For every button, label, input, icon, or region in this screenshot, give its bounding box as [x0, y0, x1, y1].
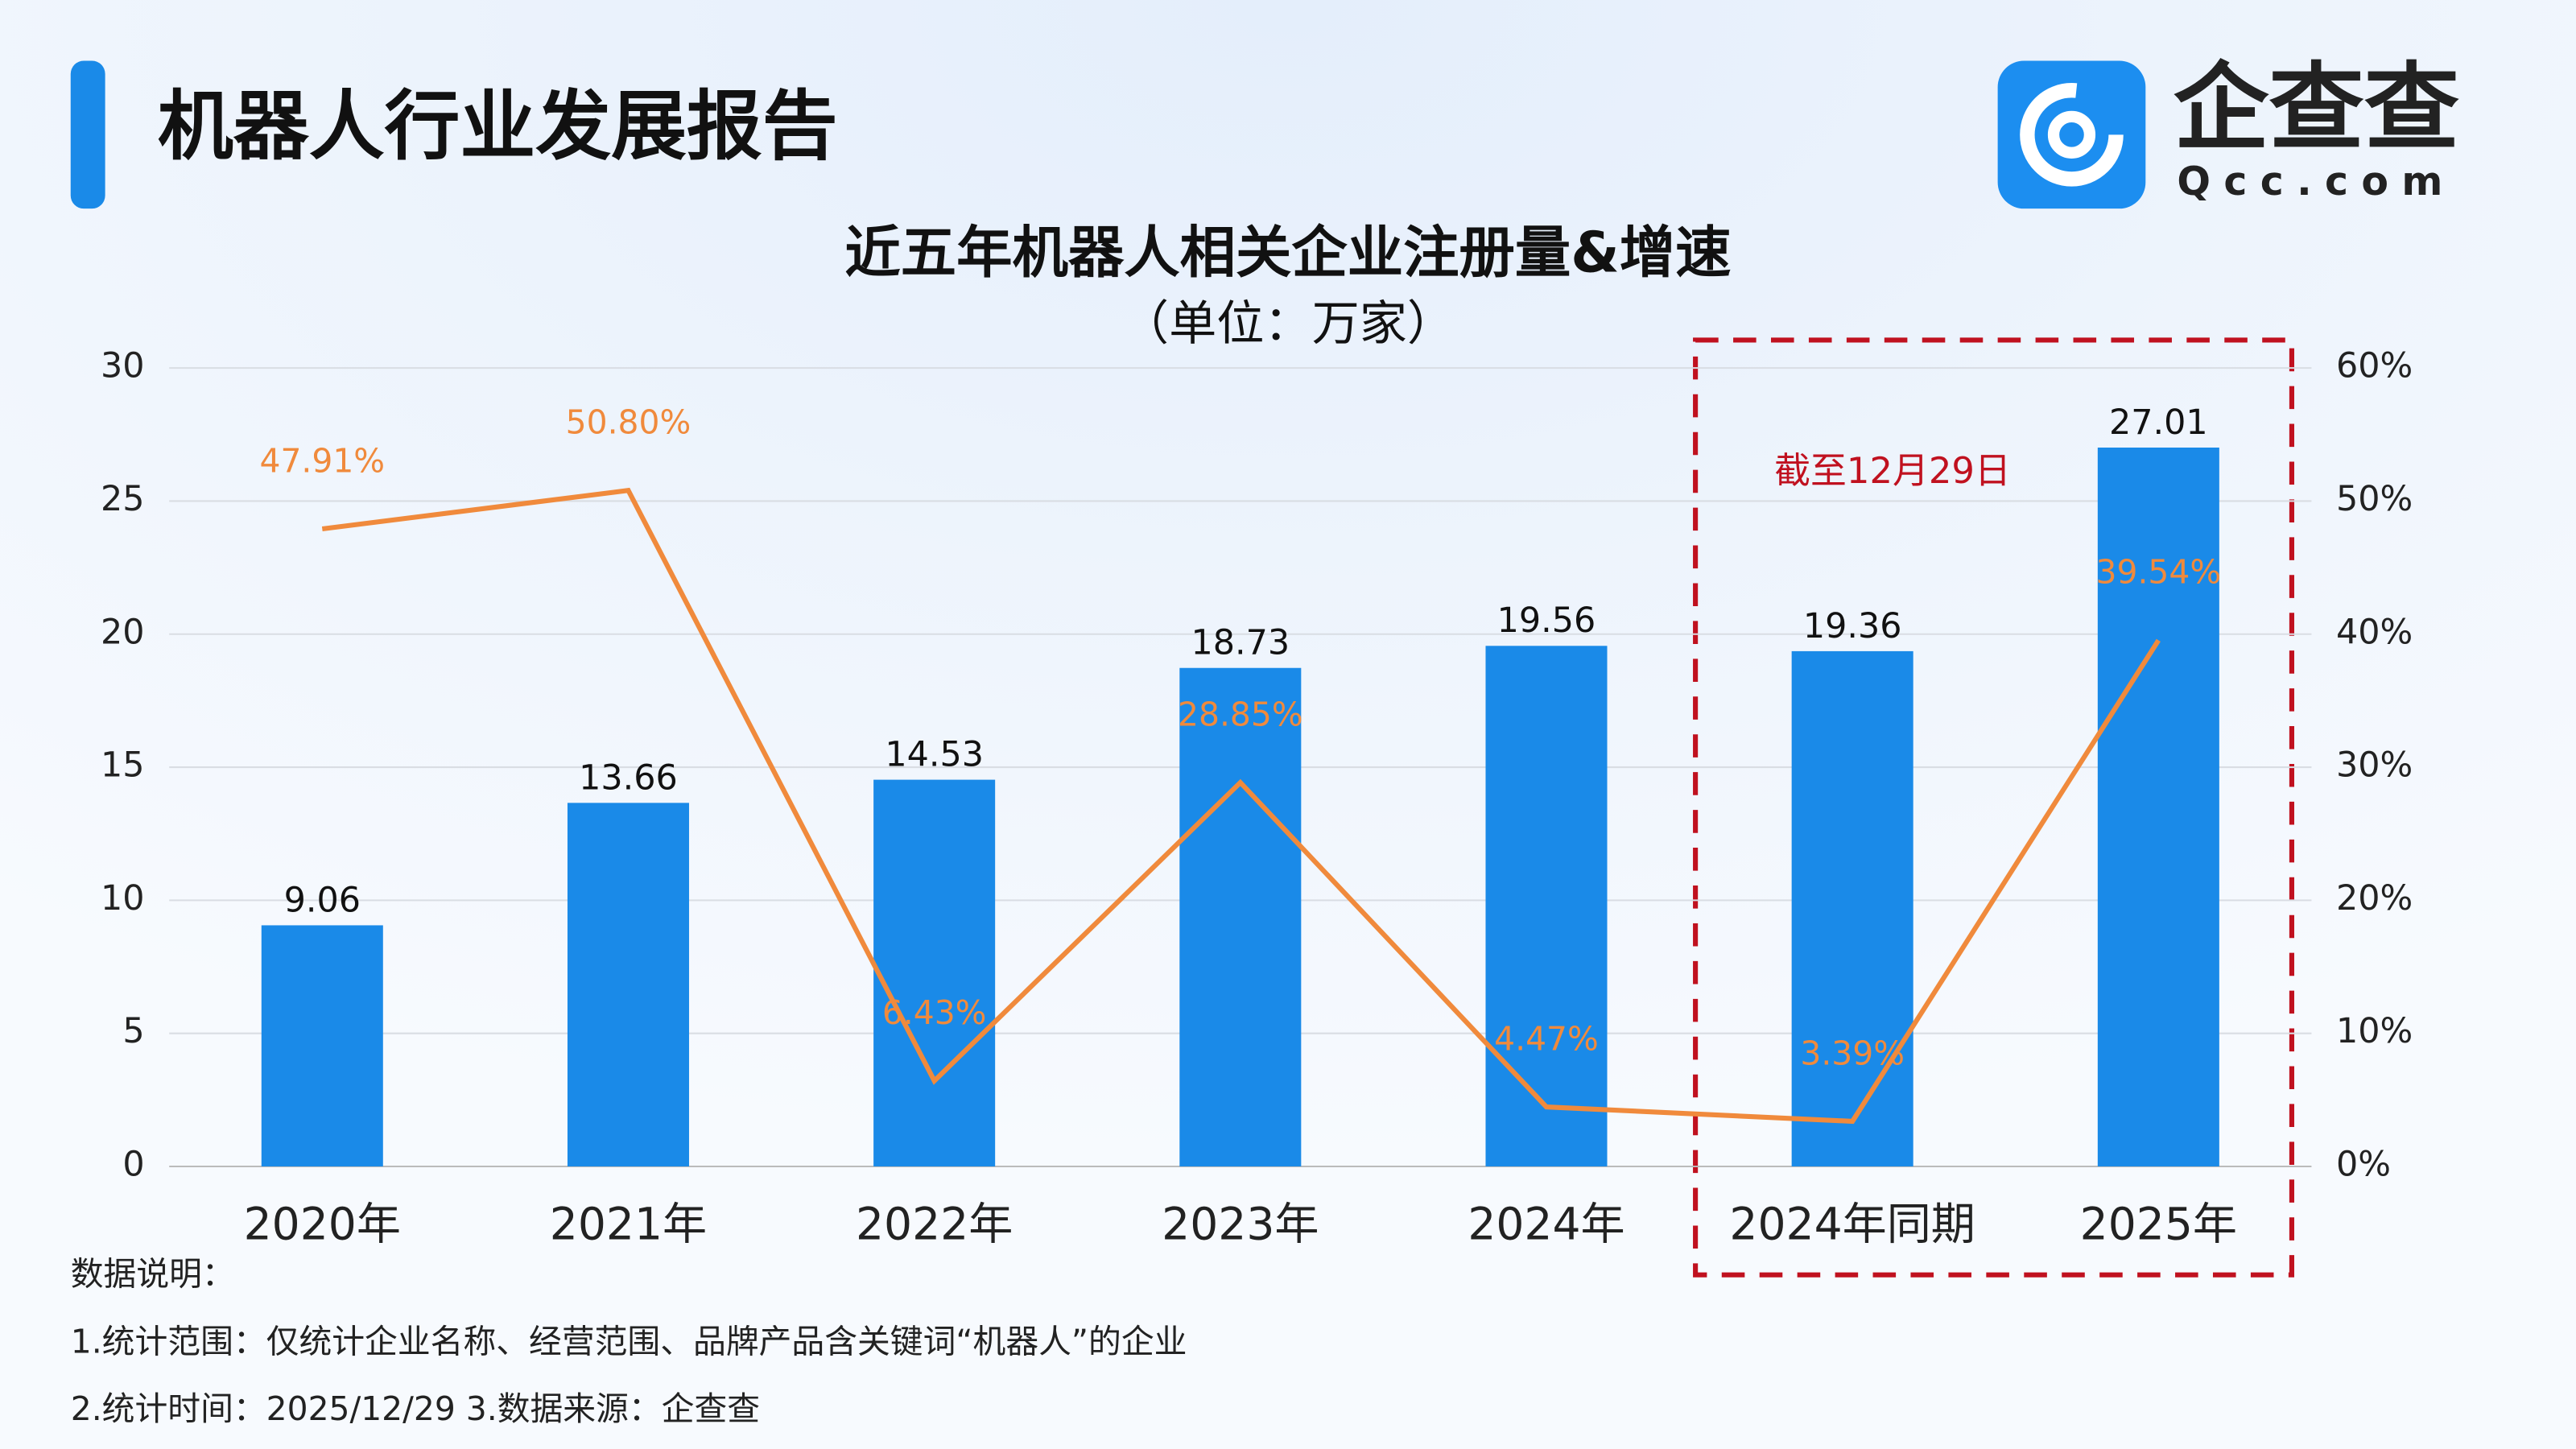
x-tick-label: 2021年	[550, 1199, 707, 1250]
y-tick-label: 15	[101, 745, 145, 786]
logo-dot	[2047, 110, 2096, 159]
bar	[2097, 447, 2219, 1166]
y2-tick-label: 30%	[2336, 745, 2413, 786]
line-label: 3.39%	[1800, 1034, 1905, 1072]
bar-label: 19.56	[1497, 601, 1596, 641]
bar	[1179, 667, 1302, 1166]
y2-tick-label: 20%	[2336, 878, 2413, 919]
x-tick-label: 2023年	[1162, 1199, 1319, 1250]
highlight-box	[1693, 337, 2294, 1278]
bar-label: 19.36	[1803, 606, 1902, 646]
y2-tick-label: 50%	[2336, 479, 2413, 519]
logo-sub: Qcc.com	[2177, 159, 2455, 204]
x-tick-label: 2020年	[244, 1199, 401, 1250]
bar-label: 18.73	[1191, 623, 1290, 663]
note: 数据说明：	[71, 1255, 235, 1294]
x-tick-label: 2022年	[856, 1199, 1013, 1250]
chart-subtitle: （单位：万家）	[1121, 295, 1455, 351]
y2-tick-label: 60%	[2336, 346, 2413, 386]
bar-label: 9.06	[284, 880, 361, 920]
y-tick-label: 20	[101, 612, 145, 652]
bar	[1791, 650, 1913, 1166]
bar	[1485, 646, 1608, 1166]
y-tick-label: 10	[101, 878, 145, 919]
line	[321, 487, 2161, 1125]
x-tick-label: 2024年同期	[1729, 1199, 1975, 1250]
y2-tick-label: 40%	[2336, 612, 2413, 652]
title-accent	[70, 60, 105, 209]
line-label: 6.43%	[882, 993, 987, 1032]
bar-label: 27.01	[2109, 402, 2208, 443]
y-tick-label: 25	[101, 479, 145, 519]
note: 1.统计范围：仅统计企业名称、经营范围、品牌产品含关键词“机器人”的企业	[71, 1322, 1187, 1360]
annotation: 截至12月29日	[1774, 449, 2011, 492]
bar	[567, 803, 689, 1166]
bar-label: 13.66	[579, 758, 678, 798]
line-label: 50.80%	[566, 403, 691, 442]
y-tick-label: 0	[122, 1144, 144, 1184]
y2-tick-label: 10%	[2336, 1011, 2413, 1051]
page-title: 机器人行业发展报告	[158, 83, 838, 171]
x-tick-label: 2024年	[1468, 1199, 1624, 1250]
line-label: 4.47%	[1494, 1019, 1599, 1058]
bar	[261, 925, 383, 1166]
line-label: 28.85%	[1178, 695, 1303, 733]
bar-label: 14.53	[885, 735, 984, 775]
x-tick-label: 2025年	[2080, 1199, 2237, 1250]
note: 2.统计时间：2025/12/29 3.数据来源：企查查	[71, 1389, 760, 1428]
logo-text: 企查查	[2174, 52, 2459, 163]
bar	[873, 779, 996, 1166]
logo-ring	[2020, 83, 2124, 187]
chart-title: 近五年机器人相关企业注册量&增速	[844, 221, 1731, 285]
y-tick-label: 30	[101, 346, 145, 386]
logo-icon	[1997, 60, 2146, 209]
y2-tick-label: 0%	[2336, 1144, 2391, 1184]
line-label: 39.54%	[2096, 553, 2222, 592]
logo: 企查查 Qcc.com	[1997, 52, 2459, 209]
y-tick-label: 5	[122, 1011, 144, 1051]
line-label: 47.91%	[260, 441, 386, 480]
